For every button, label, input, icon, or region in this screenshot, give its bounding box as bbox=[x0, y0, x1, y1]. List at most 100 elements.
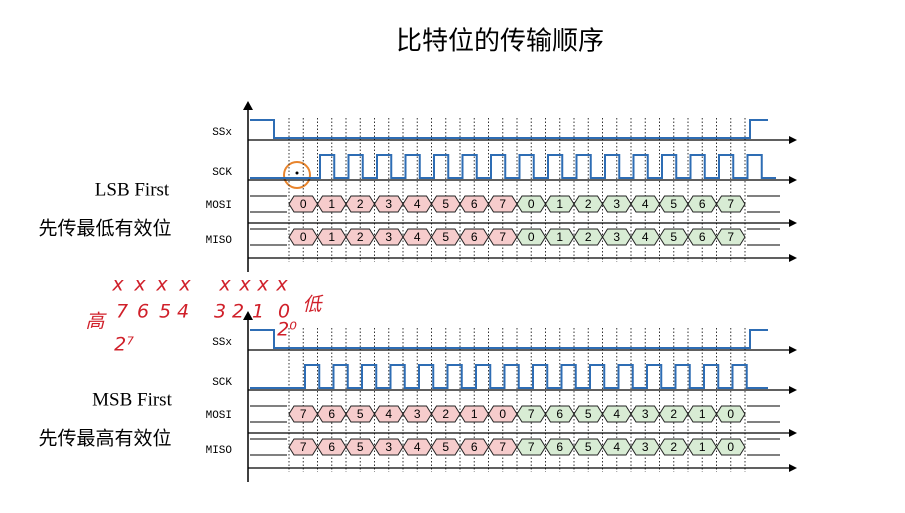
bit-label: 1 bbox=[471, 407, 478, 421]
bit-label: 3 bbox=[613, 197, 620, 211]
signal-name: SCK bbox=[212, 377, 232, 389]
bit-label: 0 bbox=[499, 407, 506, 421]
bit-label: 5 bbox=[357, 440, 364, 454]
axis-arrow bbox=[243, 311, 253, 320]
digit: 5 bbox=[159, 301, 171, 323]
digit: 3 bbox=[214, 301, 226, 323]
bit-label: 6 bbox=[328, 407, 335, 421]
signal-name: MOSI bbox=[206, 410, 232, 422]
bit-label: 2 bbox=[670, 440, 677, 454]
digit: 2 bbox=[232, 301, 244, 323]
bit-label: 5 bbox=[442, 230, 449, 244]
bus-idle bbox=[250, 228, 780, 246]
time-arrow bbox=[789, 464, 797, 472]
lsb-weight: 2⁰ bbox=[277, 319, 297, 341]
time-arrow bbox=[789, 346, 797, 354]
signal-name: MOSI bbox=[206, 200, 232, 212]
bit-label: 5 bbox=[357, 407, 364, 421]
bit-label: 3 bbox=[414, 407, 421, 421]
msb-weight: 2⁷ bbox=[114, 334, 134, 356]
bit-label: 6 bbox=[556, 407, 563, 421]
bit-label: 4 bbox=[385, 407, 392, 421]
axis-arrow bbox=[243, 101, 253, 110]
bit-label: 2 bbox=[357, 197, 364, 211]
bit-label: 7 bbox=[300, 440, 307, 454]
title: 比特位的传输顺序 bbox=[396, 27, 604, 57]
ssx-wave bbox=[250, 329, 768, 349]
high-note: 高 bbox=[85, 311, 107, 333]
digit: 6 bbox=[137, 301, 149, 323]
bus-idle bbox=[250, 195, 780, 213]
bit-label: 3 bbox=[385, 440, 392, 454]
panel-sublabel: 先传最高有效位 bbox=[38, 427, 171, 449]
bit-label: 6 bbox=[471, 197, 478, 211]
bit-label: 7 bbox=[499, 230, 506, 244]
signal-name: MISO bbox=[206, 235, 233, 247]
bit-label: 6 bbox=[471, 230, 478, 244]
signal-name: MISO bbox=[206, 445, 233, 457]
bit-label: 5 bbox=[670, 197, 677, 211]
bit-label: 1 bbox=[699, 407, 706, 421]
bit-label: 4 bbox=[613, 440, 620, 454]
bit-label: 0 bbox=[528, 230, 535, 244]
time-arrow bbox=[789, 219, 797, 227]
ssx-wave bbox=[250, 119, 768, 139]
bit-label: 7 bbox=[727, 230, 734, 244]
bit-label: 1 bbox=[556, 230, 563, 244]
signal-name: SCK bbox=[212, 167, 232, 179]
time-arrow bbox=[789, 176, 797, 184]
signal-name: SSx bbox=[212, 127, 232, 139]
bit-label: 1 bbox=[699, 440, 706, 454]
bit-cell bbox=[715, 195, 746, 213]
cross-mark: x bbox=[178, 274, 191, 296]
bit-label: 0 bbox=[300, 197, 307, 211]
time-arrow bbox=[789, 386, 797, 394]
bit-label: 4 bbox=[414, 440, 421, 454]
highlight-circle bbox=[283, 161, 311, 189]
sck-wave bbox=[250, 154, 776, 179]
cross-mark: x bbox=[256, 274, 269, 296]
bit-label: 2 bbox=[670, 407, 677, 421]
bit-label: 5 bbox=[670, 230, 677, 244]
bit-cell bbox=[715, 405, 746, 423]
bit-label: 4 bbox=[414, 197, 421, 211]
low-note: 低 bbox=[302, 294, 323, 316]
bit-label: 1 bbox=[328, 230, 335, 244]
bit-label: 1 bbox=[328, 197, 335, 211]
panel-sublabel: 先传最低有效位 bbox=[38, 217, 171, 239]
bit-label: 4 bbox=[642, 230, 649, 244]
bit-label: 2 bbox=[442, 407, 449, 421]
bit-cell bbox=[715, 228, 746, 246]
bit-label: 4 bbox=[642, 197, 649, 211]
bit-label: 3 bbox=[385, 230, 392, 244]
digit: 4 bbox=[177, 301, 189, 323]
bus-idle bbox=[250, 405, 780, 423]
cross-mark: x bbox=[133, 274, 146, 296]
bit-label: 2 bbox=[585, 230, 592, 244]
digit: 7 bbox=[116, 301, 128, 323]
bit-label: 7 bbox=[727, 197, 734, 211]
time-arrow bbox=[789, 429, 797, 437]
bit-label: 6 bbox=[699, 197, 706, 211]
bit-label: 0 bbox=[300, 230, 307, 244]
bit-label: 2 bbox=[585, 197, 592, 211]
bit-label: 0 bbox=[528, 197, 535, 211]
dot bbox=[295, 171, 299, 175]
bit-label: 7 bbox=[528, 407, 535, 421]
signal-name: SSx bbox=[212, 337, 232, 349]
bit-label: 4 bbox=[613, 407, 620, 421]
cross-mark: x bbox=[155, 274, 168, 296]
bit-label: 5 bbox=[585, 440, 592, 454]
bit-label: 1 bbox=[556, 197, 563, 211]
panel-label: MSB First bbox=[92, 389, 172, 410]
bus-idle bbox=[250, 438, 780, 456]
cross-mark: x bbox=[218, 274, 231, 296]
sck-wave bbox=[250, 364, 768, 389]
bit-label: 7 bbox=[300, 407, 307, 421]
bit-cell bbox=[715, 438, 746, 456]
bit-label: 0 bbox=[727, 440, 734, 454]
bit-label: 5 bbox=[442, 440, 449, 454]
bit-label: 5 bbox=[442, 197, 449, 211]
bit-label: 3 bbox=[642, 407, 649, 421]
